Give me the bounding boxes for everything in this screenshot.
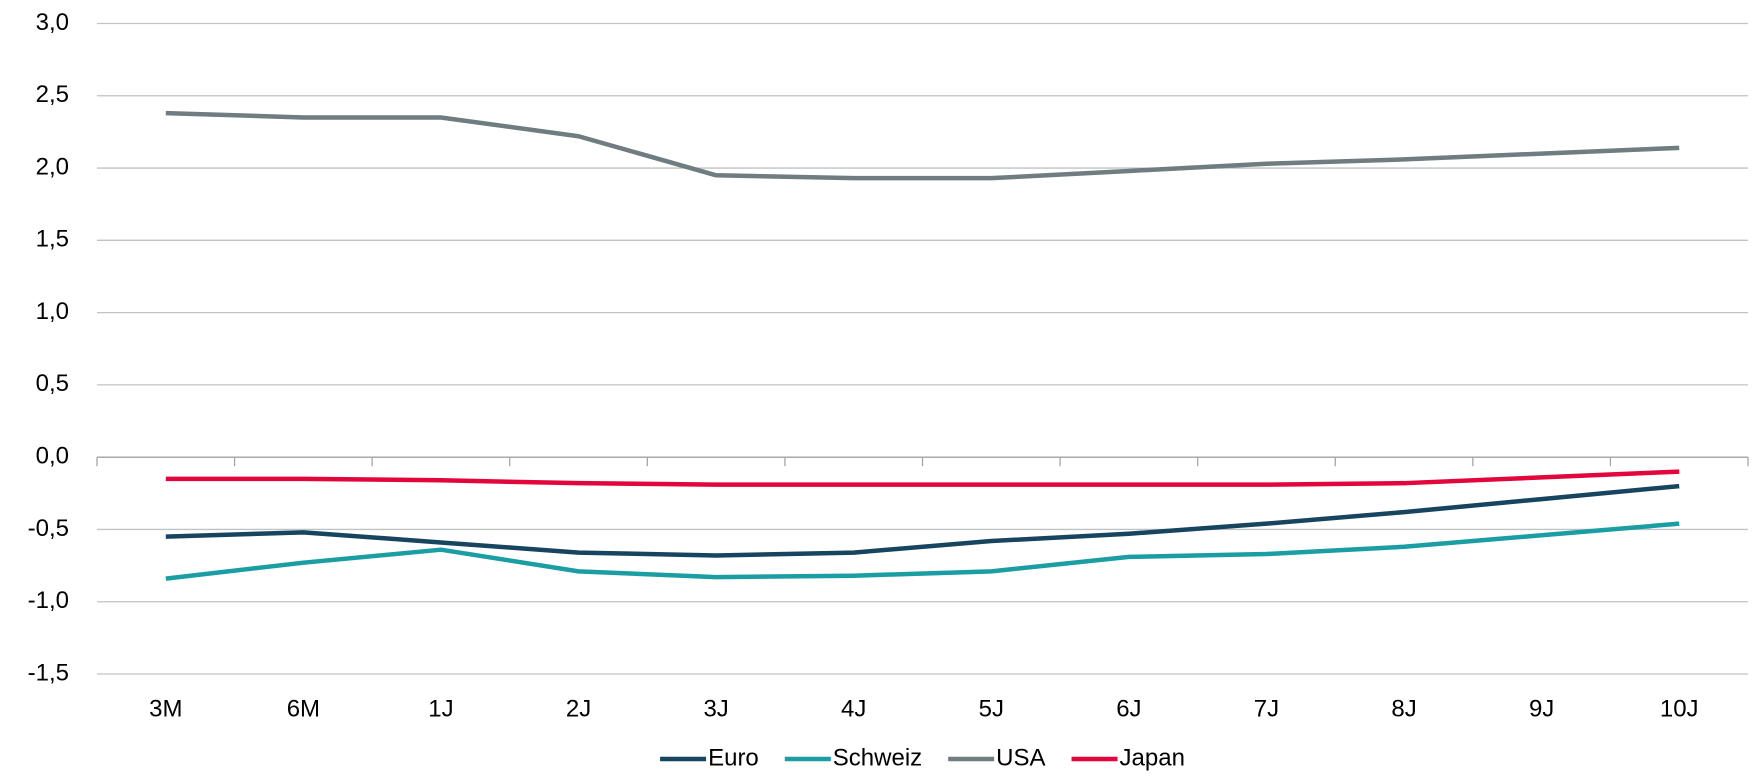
series-line xyxy=(165,469,1680,487)
x-tick-label: 3J xyxy=(703,695,728,722)
y-tick-label: 2,0 xyxy=(36,153,69,180)
legend: Euro Schweiz USA Japan xyxy=(660,744,1185,771)
series-line xyxy=(165,483,1680,558)
y-tick-label: 3,0 xyxy=(36,9,69,36)
legend-label: USA xyxy=(996,744,1045,771)
legend-item: Japan xyxy=(1071,744,1185,771)
x-tick-label: 6J xyxy=(1116,695,1141,722)
x-tick-label: 7J xyxy=(1254,695,1279,722)
x-tick-label: 10J xyxy=(1660,695,1699,722)
x-tick-label: 5J xyxy=(979,695,1004,722)
series-line xyxy=(165,110,1680,181)
x-tick-label: 2J xyxy=(566,695,591,722)
y-tick-label: 0,0 xyxy=(36,443,69,470)
y-tick-label: 1,5 xyxy=(36,226,69,253)
legend-item: Euro xyxy=(660,744,759,771)
x-tick-label: 1J xyxy=(428,695,453,722)
x-tick-label: 9J xyxy=(1529,695,1554,722)
x-tick-label: 4J xyxy=(841,695,866,722)
y-tick-label: -1,0 xyxy=(28,587,69,614)
y-tick-label: 2,5 xyxy=(36,81,69,108)
x-tick-label: 8J xyxy=(1391,695,1416,722)
legend-item: Schweiz xyxy=(784,744,922,771)
y-tick-label: 0,5 xyxy=(36,370,69,397)
y-tick-label: 1,0 xyxy=(36,298,69,325)
legend-label: Euro xyxy=(708,744,759,771)
x-tick-label: 3M xyxy=(149,695,182,722)
legend-label: Japan xyxy=(1120,744,1185,771)
y-tick-label: -1,5 xyxy=(28,659,69,686)
x-tick-label: 6M xyxy=(287,695,320,722)
series-line xyxy=(165,521,1680,581)
legend-label: Schweiz xyxy=(833,744,922,771)
legend-item: USA xyxy=(948,744,1046,771)
y-tick-label: -0,5 xyxy=(28,515,69,542)
